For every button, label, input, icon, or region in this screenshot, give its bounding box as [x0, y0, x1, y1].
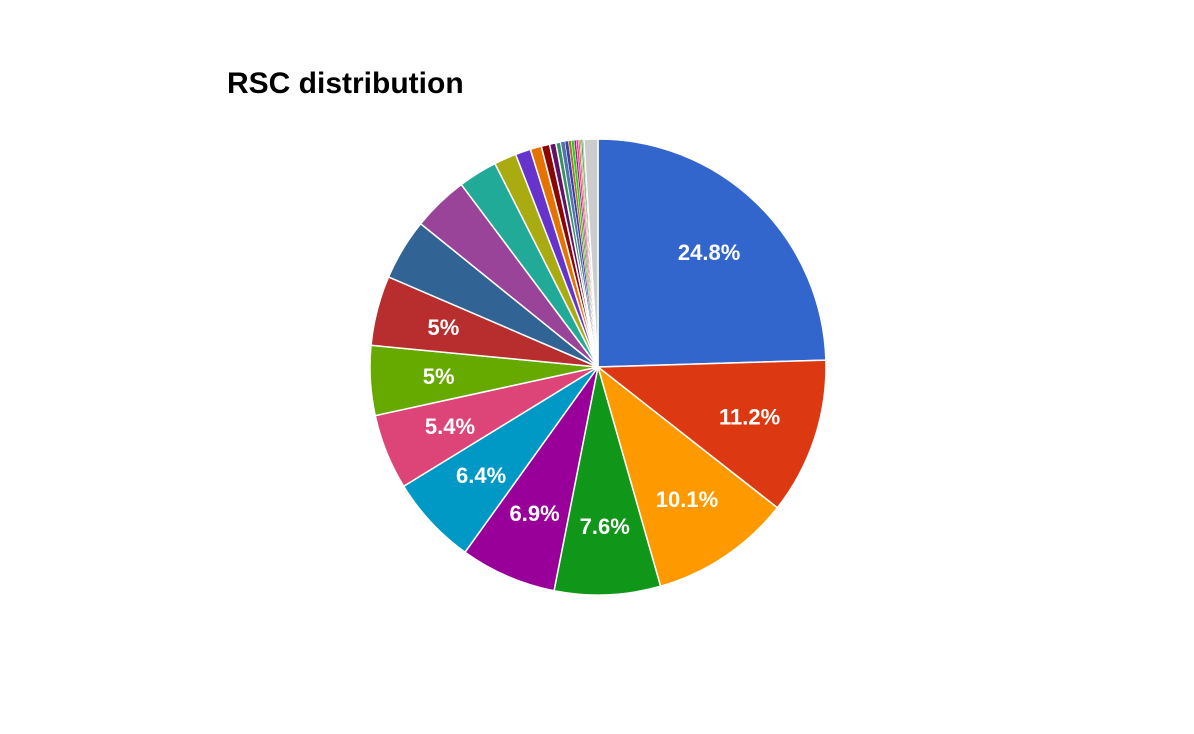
- slice-label-6: 6.4%: [456, 463, 506, 488]
- slice-label-8: 5%: [423, 364, 455, 389]
- slice-label-5: 6.9%: [510, 501, 560, 526]
- pie-slice-29[interactable]: [583, 138, 599, 368]
- pie-slice-3[interactable]: [596, 364, 779, 588]
- slice-label-9: 5%: [428, 315, 460, 340]
- slice-label-4: 7.6%: [580, 514, 630, 539]
- chart-title: RSC distribution: [227, 67, 464, 100]
- slice-label-1: 24.8%: [678, 240, 740, 265]
- slice-label-3: 10.1%: [656, 487, 718, 512]
- pie-slice-1[interactable]: [597, 138, 827, 368]
- slice-label-7: 5.4%: [425, 414, 475, 439]
- pie-slice-4[interactable]: [553, 366, 662, 596]
- slice-label-2: 11.2%: [719, 404, 780, 429]
- pie-slice-2[interactable]: [595, 359, 827, 509]
